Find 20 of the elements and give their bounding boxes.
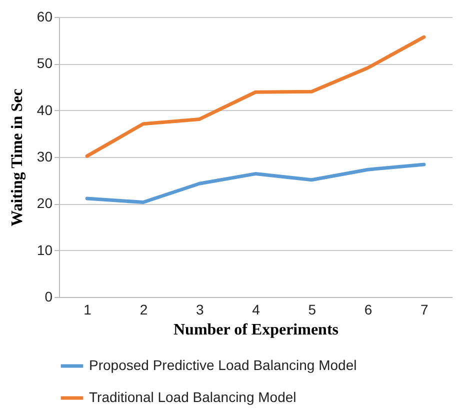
y-tick-label: 0 — [44, 288, 53, 304]
legend-label: Traditional Load Balancing Model — [89, 389, 296, 405]
line-series — [85, 162, 426, 204]
y-tick-label: 50 — [36, 55, 53, 72]
y-tick-label: 60 — [36, 8, 53, 24]
x-tick-label: 4 — [252, 302, 260, 318]
y-tick-label: 20 — [36, 195, 53, 212]
legend-label: Proposed Predictive Load Balancing Model — [89, 357, 357, 373]
x-tick-label: 1 — [84, 302, 92, 318]
y-tick-label: 10 — [36, 242, 53, 258]
y-tick-label: 40 — [36, 102, 53, 118]
x-tick-label: 2 — [140, 302, 148, 318]
x-tick-label: 7 — [420, 302, 429, 318]
y-axis-title: Waiting Time in Sec — [8, 88, 26, 226]
x-tick-label: 5 — [308, 302, 316, 318]
line-series — [85, 35, 426, 158]
x-axis-title: Number of Experiments — [173, 322, 339, 338]
x-tick-label: 3 — [196, 302, 204, 318]
y-tick-label: 30 — [36, 148, 53, 164]
x-tick-label: 6 — [364, 302, 372, 318]
